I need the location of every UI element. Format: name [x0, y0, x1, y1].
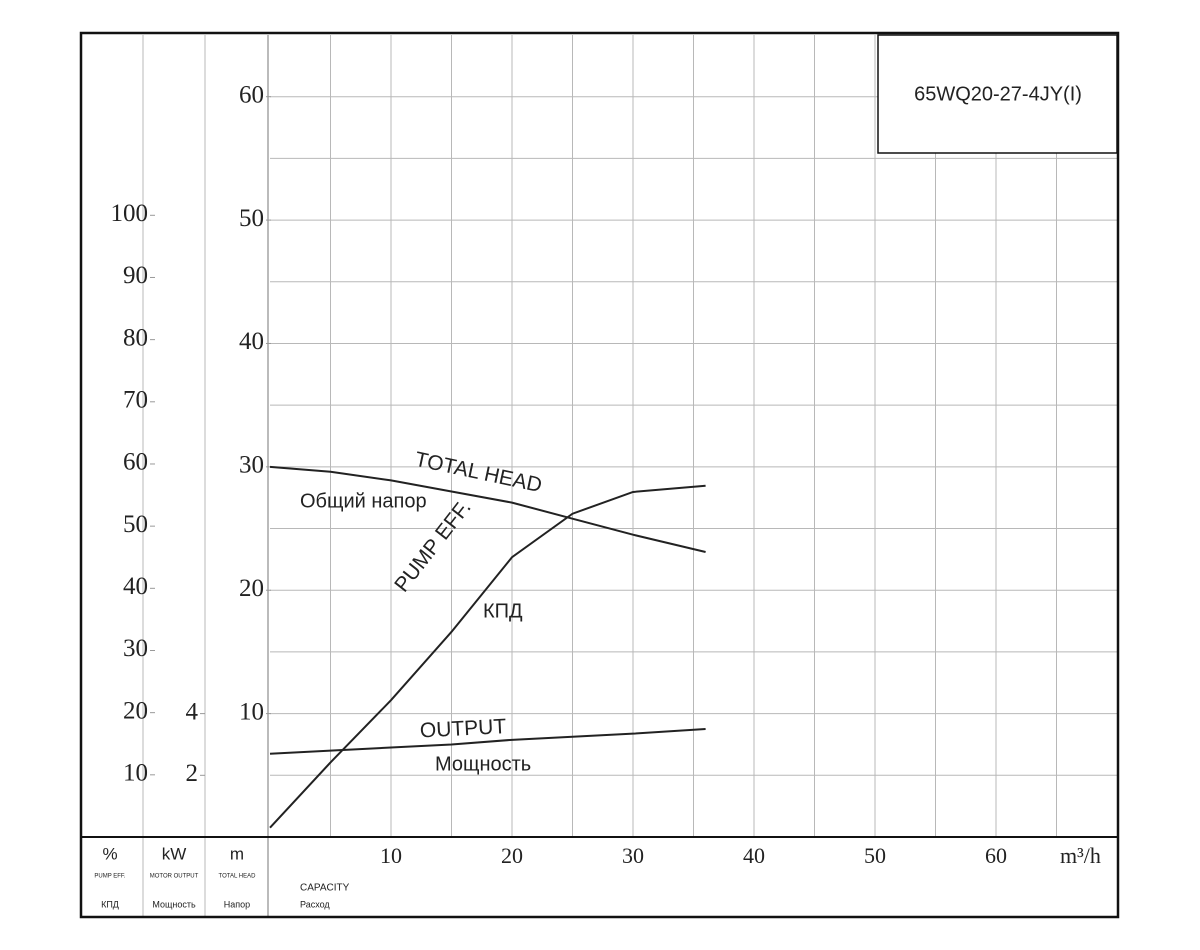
- x-tick-label: 50: [864, 843, 886, 868]
- series-label-ru: Общий напор: [300, 490, 427, 512]
- chart-title: 65WQ20-27-4JY(I): [914, 83, 1082, 105]
- y-tick-label: 40: [123, 573, 148, 600]
- axis-label: MOTOR OUTPUT: [150, 874, 199, 880]
- x-tick-label: 20: [501, 843, 523, 868]
- y-tick-label: 80: [123, 324, 148, 351]
- y-tick-label: 10: [123, 760, 148, 787]
- series-label-ru: КПД: [483, 600, 523, 622]
- axis-unit: %: [102, 844, 117, 863]
- y-tick-label: 30: [239, 452, 264, 479]
- axis-label: PUMP EFF.: [94, 874, 126, 880]
- axis-unit: m: [230, 844, 244, 863]
- x-tick-label: 40: [743, 843, 765, 868]
- y-tick-label: 70: [123, 387, 148, 414]
- y-tick-label: 20: [239, 575, 264, 602]
- y-tick-label: 2: [186, 760, 199, 787]
- axis-label: TOTAL HEAD: [219, 874, 257, 880]
- axis-sublabel: Напор: [224, 899, 250, 909]
- series-label: OUTPUT: [419, 715, 507, 742]
- y-tick-label: 100: [111, 200, 149, 227]
- axis-sublabel: КПД: [101, 899, 119, 909]
- y-tick-label: 30: [123, 635, 148, 662]
- x-label: CAPACITY: [300, 883, 350, 894]
- axis-sublabel: Мощность: [152, 899, 196, 909]
- series-label-ru: Мощность: [435, 753, 531, 775]
- x-unit: m³/h: [1060, 843, 1101, 868]
- frame: [79, 31, 1120, 919]
- title-box: [877, 34, 1118, 154]
- y-tick-label: 90: [123, 262, 148, 289]
- y-tick-label: 40: [239, 328, 264, 355]
- y-tick-label: 4: [186, 698, 199, 725]
- x-sublabel: Расход: [300, 899, 330, 909]
- series-line: [269, 465, 706, 553]
- series-line: [269, 484, 706, 829]
- x-tick-label: 10: [380, 843, 402, 868]
- x-tick-label: 60: [985, 843, 1007, 868]
- y-tick-label: 60: [123, 449, 148, 476]
- y-tick-label: 50: [239, 205, 264, 232]
- y-tick-label: 50: [123, 511, 148, 538]
- y-tick-label: 60: [239, 81, 264, 108]
- y-tick-label: 10: [239, 698, 264, 725]
- y-tick-label: 20: [123, 697, 148, 724]
- x-tick-label: 30: [622, 843, 644, 868]
- axis-unit: kW: [162, 844, 187, 863]
- series-line: [269, 728, 706, 755]
